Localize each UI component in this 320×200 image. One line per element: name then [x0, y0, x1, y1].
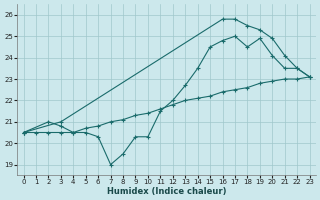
X-axis label: Humidex (Indice chaleur): Humidex (Indice chaleur): [107, 187, 226, 196]
